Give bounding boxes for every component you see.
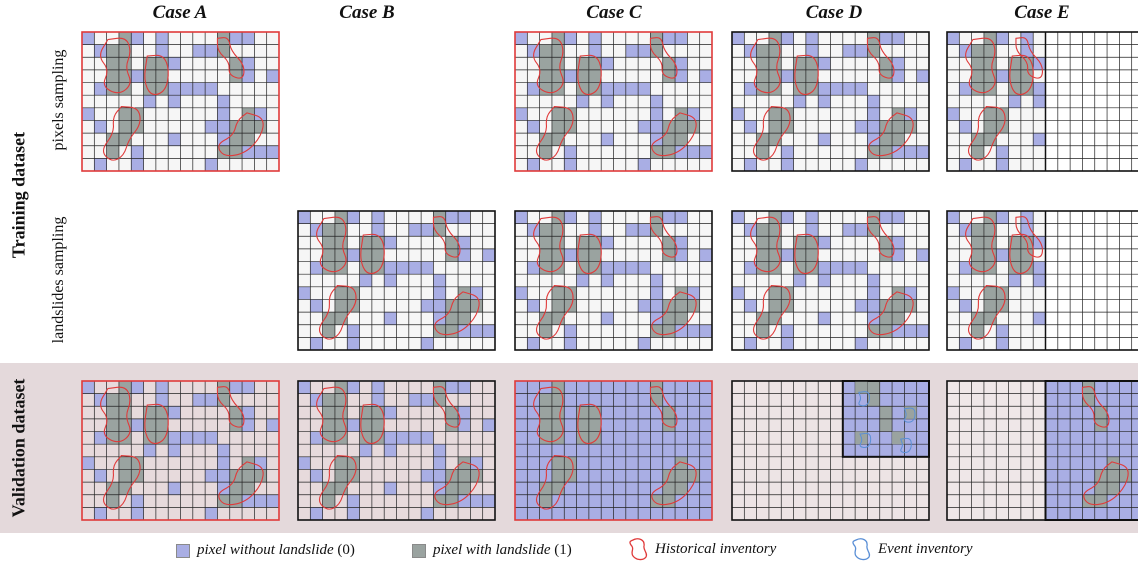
historical-outline: [535, 454, 574, 510]
historical-outline: [218, 461, 264, 506]
panel-case-b-validation: [297, 380, 496, 521]
historical-outline: [794, 54, 819, 96]
historical-outline: [750, 216, 781, 273]
training-dataset-label: Training dataset: [8, 131, 29, 259]
red-outline-icon: [629, 538, 648, 561]
historical-outline: [651, 112, 697, 157]
historical-outline: [102, 454, 141, 510]
historical-outline: [965, 37, 996, 94]
historical-outline: [535, 284, 574, 340]
historical-outline: [868, 112, 914, 157]
event-outline: [858, 391, 870, 407]
historical-outline: [1081, 386, 1110, 428]
historical-outline: [649, 37, 678, 79]
legend-with-value: (1): [554, 542, 572, 558]
historical-outline: [649, 386, 678, 428]
validation-dataset-label: Validation dataset: [8, 378, 29, 518]
blue-outline-icon: [852, 538, 871, 561]
historical-outline: [432, 386, 461, 428]
panel-case-d-validation: [731, 380, 930, 521]
historical-outline: [750, 37, 781, 94]
case-e-title: Case E: [1014, 2, 1070, 23]
panel-case-d-landslides: [731, 210, 930, 351]
panel-case-e-landslides: [946, 210, 1138, 351]
historical-outline: [967, 105, 1006, 161]
historical-outline: [144, 54, 169, 96]
panel-case-b-landslides: [297, 210, 496, 351]
historical-outline: [1083, 461, 1129, 506]
legend-historical-label: Historical inventory: [655, 540, 777, 557]
historical-outline: [144, 403, 169, 445]
panel-case-a-validation: [81, 380, 280, 521]
historical-outline: [216, 386, 245, 428]
legend-pixel-with-landslide: pixel with landslide (1): [412, 542, 572, 559]
panel-case-d-pixels: [731, 31, 930, 172]
historical-outline: [651, 461, 697, 506]
historical-outline: [434, 291, 480, 336]
historical-outline: [360, 403, 385, 445]
historical-outline: [868, 291, 914, 336]
panel-case-e-pixels: [946, 31, 1138, 172]
legend-historical-inventory: Historical inventory: [627, 537, 776, 561]
historical-outline: [533, 216, 564, 273]
panel-case-c-pixels: [514, 31, 713, 172]
panel-case-e-validation: [946, 380, 1138, 521]
pixels-sampling-label: pixels sampling: [50, 49, 67, 151]
legend-event-inventory: Event inventory: [850, 537, 973, 561]
historical-outline: [318, 284, 357, 340]
historical-outline: [316, 216, 347, 273]
historical-outline: [218, 112, 264, 157]
event-outline: [899, 437, 912, 453]
case-b-title: Case B: [339, 2, 395, 23]
legend-without-label: pixel without landslide: [197, 542, 334, 558]
historical-outline: [967, 284, 1006, 340]
historical-outline: [577, 403, 602, 445]
historical-outline: [1015, 37, 1044, 79]
historical-outline: [651, 291, 697, 336]
legend-event-label: Event inventory: [878, 540, 973, 557]
historical-outline: [432, 216, 461, 258]
historical-outline: [360, 233, 385, 275]
historical-outline: [100, 37, 131, 94]
legend-with-label: pixel with landslide: [433, 542, 551, 558]
landslides-sampling-label: landslides sampling: [50, 216, 67, 344]
historical-outline: [866, 37, 895, 79]
historical-outline: [533, 386, 564, 443]
historical-outline: [752, 284, 791, 340]
historical-outline: [100, 386, 131, 443]
panel-case-c-validation: [514, 380, 713, 521]
legend: pixel without landslide (0) pixel with l…: [0, 536, 1138, 568]
historical-outline: [1015, 216, 1044, 258]
historical-outline: [794, 233, 819, 275]
historical-outline: [102, 105, 141, 161]
grey-swatch-icon: [412, 543, 426, 558]
historical-outline: [318, 454, 357, 510]
case-c-title: Case C: [586, 2, 642, 23]
case-a-title: Case A: [152, 2, 208, 23]
legend-pixel-without-landslide: pixel without landslide (0): [176, 542, 355, 559]
event-outline: [859, 432, 872, 448]
historical-outline: [316, 386, 347, 443]
historical-outline: [434, 461, 480, 506]
historical-outline: [752, 105, 791, 161]
panel-case-c-landslides: [514, 210, 713, 351]
historical-outline: [965, 216, 996, 273]
historical-outline: [533, 37, 564, 94]
panel-case-a-pixels: [81, 31, 280, 172]
blue-swatch-icon: [176, 543, 190, 558]
legend-without-value: (0): [337, 542, 355, 558]
historical-outline: [577, 233, 602, 275]
historical-outline: [866, 216, 895, 258]
case-d-title: Case D: [805, 2, 863, 23]
historical-outline: [577, 54, 602, 96]
event-outline: [903, 407, 916, 423]
historical-outline: [216, 37, 245, 79]
historical-outline: [649, 216, 678, 258]
historical-outline: [535, 105, 574, 161]
